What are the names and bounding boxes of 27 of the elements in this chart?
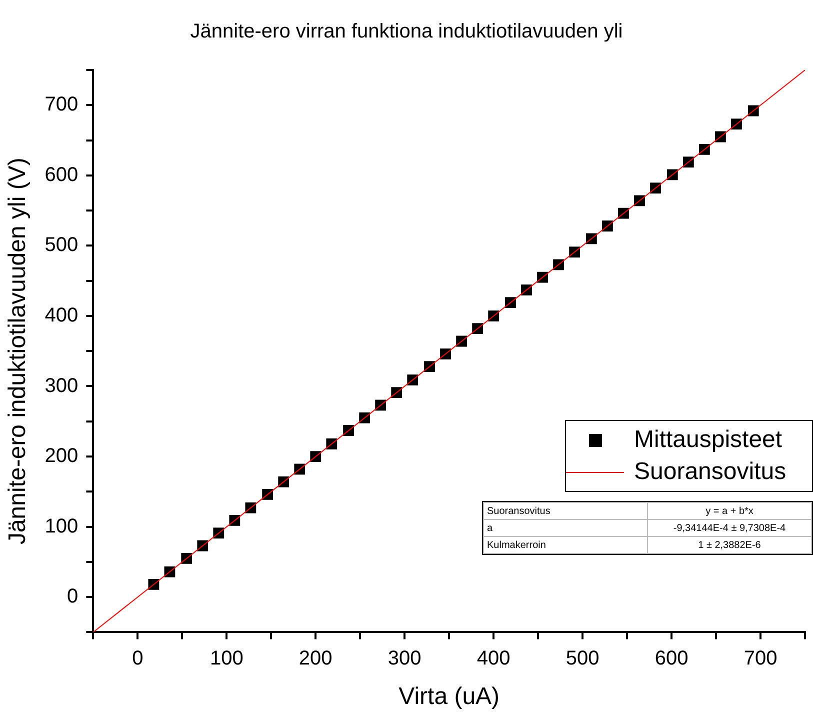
x-tick-label: 500 [566,648,600,670]
annotation: y = a + b*x [648,502,812,520]
annotation: Suoransovitus [484,502,648,520]
x-tick-label: 700 [744,648,778,670]
x-axis-title: Virta (uA) [398,683,500,710]
y-tick-label: 600 [44,164,78,186]
y-tick-label: 700 [44,94,78,116]
chart-title: Jännite-ero virran funktiona induktiotilavuuden yli [190,20,623,43]
annotation: -9,34144E-4 ± 9,7308E-4 [648,520,812,536]
y-tick-label: 500 [44,234,78,256]
x-tick-label: 400 [476,648,510,670]
y-tick-label: 300 [44,374,78,397]
annotation: Kulmakerroin [484,536,648,554]
x-tick-label: 300 [388,648,422,670]
y-tick-label: 200 [44,445,78,468]
y-tick-label: 400 [44,304,78,326]
y-axis-title: Jännite-ero induktiotilavuuden yli (V) [4,158,32,545]
y-tick-label: 100 [44,515,78,538]
annotation: 1 ± 2,3882E-6 [648,536,812,554]
legend-label: Suoransovitus [634,458,786,486]
x-tick-label: 600 [654,648,688,670]
legend-label: Mittauspisteet [634,426,782,454]
y-tick-label: 0 [67,586,78,608]
x-tick-label: 100 [210,648,244,670]
x-tick-label: 200 [298,648,332,670]
x-tick-label: 0 [132,648,144,670]
annotation: a [484,520,648,536]
